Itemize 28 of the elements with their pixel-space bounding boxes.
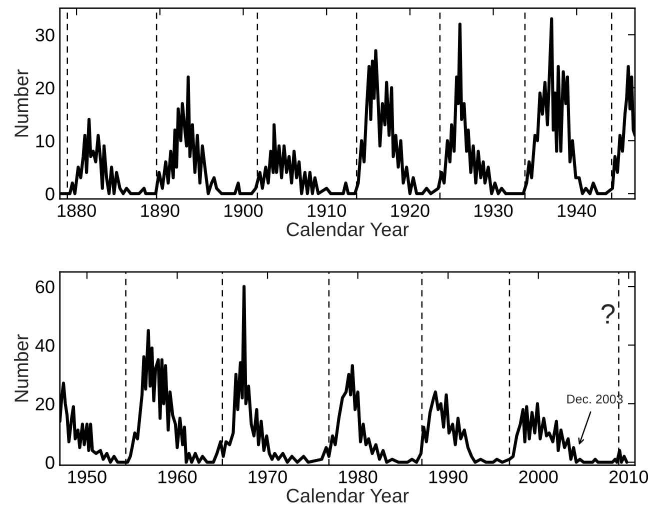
x-tick-label: 1930 [474,204,513,218]
x-tick-label: 1900 [224,204,263,218]
x-tick-label: 2000 [519,470,558,484]
x-axis-title: Calendar Year [286,222,409,236]
x-tick-label: 1970 [248,470,287,484]
x-tick-label: 1880 [58,204,96,218]
y-tick-label: 60 [36,280,54,294]
x-tick-label: 2010 [609,470,648,484]
x-tick-label: 1890 [141,204,180,218]
y-axis-title: Number [14,334,28,402]
x-tick-label: 1910 [308,204,346,218]
y-tick-label: 20 [36,398,54,410]
annotation: Dec. 2003 [567,394,623,404]
y-tick-label: 10 [36,134,54,148]
x-tick-label: 1960 [158,470,197,484]
x-tick-label: 1990 [429,470,468,484]
y-tick-label: 0 [46,456,54,469]
x-tick-label: 1920 [391,204,430,218]
y-tick-label: 0 [46,188,54,200]
x-tick-label: 1940 [558,204,596,218]
y-tick-label: 30 [36,28,54,42]
x-axis-title: Calendar Year [286,488,409,503]
x-tick-label: 1950 [68,470,106,484]
y-tick-label: 40 [35,339,54,352]
y-tick-label: 20 [36,82,54,94]
y-axis-title: Number [14,69,28,137]
annotation: ? [601,304,615,324]
x-tick-label: 1980 [339,470,378,484]
